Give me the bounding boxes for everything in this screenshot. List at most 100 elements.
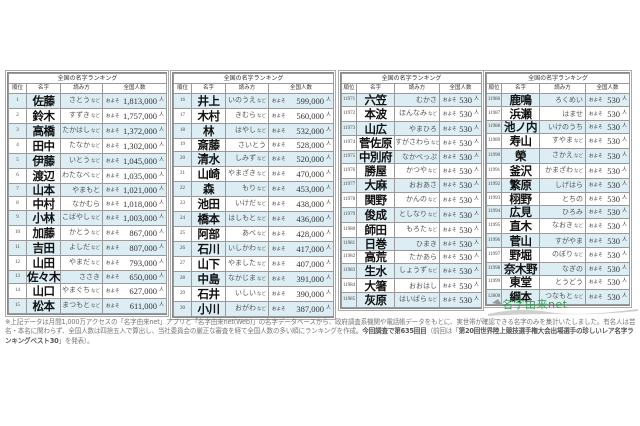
approx-label: およそ xyxy=(106,128,120,133)
unit-label: 人 xyxy=(159,158,165,163)
etc-label: など xyxy=(257,202,266,208)
unit-label: 人 xyxy=(326,276,332,282)
table-row: 11973 山広 やまひろ およそ 530 人 xyxy=(341,121,483,136)
rank: 20 xyxy=(173,151,192,168)
rank: 11998 xyxy=(486,261,502,277)
rank: 11990 xyxy=(486,148,502,165)
table-row: 3 高橋 たかはしなど およそ 1,372,000 人 xyxy=(8,123,168,139)
reading-text: すずき xyxy=(69,111,90,119)
population-count: 530 xyxy=(459,137,472,148)
etc-label: など xyxy=(91,114,100,119)
population-count: 530 xyxy=(607,277,620,288)
approx-label: およそ xyxy=(272,171,286,177)
etc-label: など xyxy=(257,217,266,223)
table-row: 12000 綱本 つなもとなど およそ 530 人 xyxy=(486,288,631,305)
etc-label: など xyxy=(257,277,266,283)
rank: 11988 xyxy=(486,119,502,135)
approx-label: およそ xyxy=(106,259,120,265)
table-row: 10 加藤 かとうなど およそ 867,000 人 xyxy=(8,224,168,241)
unit-label: 人 xyxy=(622,251,628,257)
rank: 11976 xyxy=(341,163,357,180)
unit-label: 人 xyxy=(474,296,480,302)
table-title: 全国の名字ランキング xyxy=(340,73,483,84)
etc-label: など xyxy=(428,227,437,233)
population: およそ 627,000 人 xyxy=(101,283,168,300)
reading: きむらなど xyxy=(225,108,269,124)
population: およそ 391,000 人 xyxy=(267,271,335,288)
reading-text: としなり xyxy=(399,209,427,218)
surname: 繁原 xyxy=(501,178,540,193)
population: およそ 428,000 人 xyxy=(267,226,335,243)
unit-label: 人 xyxy=(474,97,480,103)
rank: 11985 xyxy=(341,291,357,308)
reading: とちの xyxy=(539,191,586,206)
unit-label: 人 xyxy=(326,113,332,118)
rank: 18 xyxy=(173,123,192,139)
rank: 4 xyxy=(8,138,27,154)
surname: 清水 xyxy=(191,151,226,168)
approx-label: およそ xyxy=(443,153,457,159)
table-row: 11971 六笠 むかさ およそ 530 人 xyxy=(341,92,483,108)
reading: いとうなど xyxy=(60,153,103,169)
surname: 林 xyxy=(191,123,226,139)
table-row: 11977 大麻 おおあさ およそ 530 人 xyxy=(341,178,483,193)
unit-label: 人 xyxy=(159,200,165,206)
population-count: 650,000 xyxy=(129,271,157,282)
approx-label: およそ xyxy=(106,200,120,206)
approx-label: およそ xyxy=(443,196,457,202)
population-count: 530 xyxy=(459,151,472,162)
population: およそ 1,757,000 人 xyxy=(101,108,168,124)
population-count: 793,000 xyxy=(129,257,157,268)
unit-label: 人 xyxy=(622,123,628,129)
unit-label: 人 xyxy=(622,138,628,144)
approx-label: およそ xyxy=(272,156,286,162)
population: およそ 436,000 人 xyxy=(267,211,335,228)
approx-label: およそ xyxy=(589,293,603,299)
reading-text: もり xyxy=(242,184,256,193)
table-row: 30 小川 おがわなど およそ 387,000 人 xyxy=(173,301,335,318)
etc-label: など xyxy=(428,297,437,303)
rank: 24 xyxy=(173,211,192,228)
population: およそ 867,000 人 xyxy=(101,224,168,241)
surname: 池ノ内 xyxy=(501,119,540,135)
reading-text: やまぐち xyxy=(62,286,90,295)
approx-label: およそ xyxy=(443,240,457,246)
reading-text: かまざわ xyxy=(545,166,573,175)
surname: 浜瀬 xyxy=(501,106,540,121)
population-count: 530 xyxy=(459,123,472,134)
reading-text: なかむら xyxy=(72,199,100,208)
rank: 11977 xyxy=(341,178,357,193)
ranking-table-3: 全国の名字ランキング 順位 名字 読み方 全国人数 11971 六笠 むかさ およそ 530 人 11… xyxy=(340,72,483,309)
rank: 22 xyxy=(173,181,192,198)
reading-text: やまもと xyxy=(72,186,100,195)
unit-label: 人 xyxy=(474,254,480,260)
reading-text: とちの xyxy=(562,194,583,203)
unit-label: 人 xyxy=(474,125,480,131)
reading-text: まつもと xyxy=(62,301,90,310)
population: およそ 1,021,000 人 xyxy=(101,182,168,198)
population-count: 438,000 xyxy=(296,199,324,210)
rank: 25 xyxy=(173,226,192,243)
table-row: 26 石川 いしかわなど およそ 417,000 人 xyxy=(173,241,335,258)
surname: 橋本 xyxy=(191,211,226,228)
table-title: 全国の名字ランキング xyxy=(172,73,335,84)
table-row: 7 山本 やまもと およそ 1,021,000 人 xyxy=(8,182,168,198)
surname: 広見 xyxy=(501,204,540,220)
population-count: 390,000 xyxy=(296,289,324,300)
population-count: 530 xyxy=(459,266,472,277)
surname: 奈木野 xyxy=(501,261,540,277)
ranking-table-4: 全国の名字ランキング 順位 名字 読み方 全国人数 11986 鹿鳴 ろくめい およそ 530 人 1… xyxy=(485,72,631,306)
unit-label: 人 xyxy=(159,113,165,118)
reading-text: のぼり xyxy=(552,249,573,258)
reading: やまぐちなど xyxy=(60,283,103,300)
etc-label: など xyxy=(91,289,100,295)
reading: たかはしなど xyxy=(60,123,103,139)
population: およそ 530 人 xyxy=(584,133,631,150)
unit-label: 人 xyxy=(622,182,628,188)
unit-label: 人 xyxy=(159,128,165,133)
surname: 石井 xyxy=(191,286,226,303)
population-count: 530 xyxy=(607,108,620,119)
unit-label: 人 xyxy=(159,303,165,309)
etc-label: など xyxy=(91,159,100,164)
unit-label: 人 xyxy=(622,279,628,285)
